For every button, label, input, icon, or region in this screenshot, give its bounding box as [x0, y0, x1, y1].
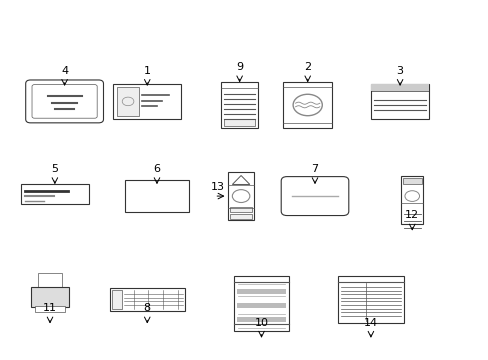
- Bar: [230, 214, 251, 219]
- Text: 10: 10: [254, 318, 268, 328]
- Text: 9: 9: [236, 62, 243, 72]
- Bar: [401, 176, 422, 224]
- Bar: [21, 184, 89, 204]
- Bar: [38, 273, 62, 289]
- Bar: [227, 172, 254, 220]
- Bar: [30, 287, 69, 307]
- Text: 14: 14: [363, 318, 377, 328]
- Bar: [237, 317, 285, 322]
- Bar: [402, 178, 421, 184]
- Bar: [370, 84, 428, 119]
- Text: 12: 12: [405, 210, 418, 220]
- Bar: [117, 87, 139, 116]
- Bar: [35, 306, 64, 312]
- Bar: [125, 180, 188, 212]
- Bar: [233, 275, 289, 331]
- Text: 8: 8: [143, 303, 150, 313]
- Text: 2: 2: [304, 62, 311, 72]
- Bar: [370, 84, 428, 91]
- Text: 13: 13: [210, 182, 224, 192]
- Bar: [237, 289, 285, 294]
- Bar: [109, 288, 184, 311]
- Text: 3: 3: [396, 66, 403, 76]
- Text: 5: 5: [51, 164, 58, 174]
- Bar: [111, 290, 122, 310]
- Bar: [237, 303, 285, 308]
- Text: 4: 4: [61, 66, 68, 76]
- Bar: [113, 84, 181, 119]
- FancyBboxPatch shape: [281, 177, 348, 216]
- Bar: [224, 118, 255, 126]
- Text: 7: 7: [311, 164, 318, 174]
- FancyBboxPatch shape: [26, 80, 103, 123]
- Text: 6: 6: [153, 164, 160, 174]
- FancyBboxPatch shape: [32, 85, 97, 118]
- Text: 1: 1: [143, 66, 150, 76]
- Bar: [230, 207, 251, 212]
- Bar: [221, 82, 257, 128]
- Polygon shape: [232, 176, 249, 184]
- Bar: [283, 82, 331, 128]
- Bar: [337, 276, 403, 323]
- Text: 11: 11: [43, 303, 57, 313]
